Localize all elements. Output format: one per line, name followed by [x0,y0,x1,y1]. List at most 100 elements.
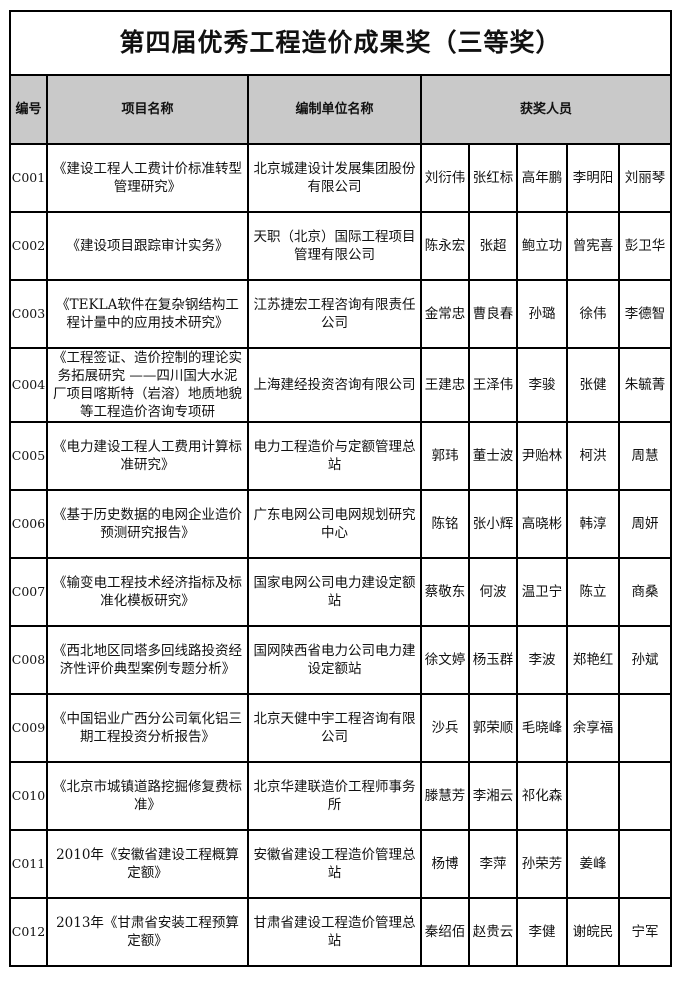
row-person: 温卫宁 [516,557,568,627]
table-row: C008 《西北地区同塔多回线路投资经济性评价典型案例专题分析》 国网陕西省电力公司… [9,625,673,695]
page-title: 第四届优秀工程造价成果奖（三等奖） [8,10,673,76]
row-person: 杨博 [420,829,470,899]
row-person [617,693,673,763]
row-project: 《西北地区同塔多回线路投资经济性评价典型案例专题分析》 [46,625,249,695]
table-row: C001 《建设工程人工费计价标准转型管理研究》 北京城建设计发展集团股份有限公司刘… [9,143,673,213]
row-person: 孙荣芳 [516,829,568,899]
header-code: 编号 [9,74,48,145]
row-project: 《基于历史数据的电网企业造价预测研究报告》 [46,489,249,559]
row-code: C007 [9,557,48,627]
row-person: 陈永宏 [420,211,470,281]
row-code: C004 [9,347,48,423]
row-person: 李萍 [468,829,518,899]
row-project: 《输变电工程技术经济指标及标准化模板研究》 [46,557,249,627]
row-code: C010 [9,761,48,831]
row-person: 徐文婷 [420,625,470,695]
row-person: 周妍 [617,489,673,559]
row-person: 姜峰 [566,829,620,899]
row-person: 李波 [516,625,568,695]
row-person: 李健 [516,897,568,967]
row-unit: 甘肃省建设工程造价管理总站 [247,897,422,967]
row-person: 秦绍佰 [420,897,470,967]
awards-table: 第四届优秀工程造价成果奖（三等奖） 编号 项目名称 编制单位名称 获奖人员 C0… [8,10,673,967]
row-person: 王泽伟 [468,347,518,423]
row-project: 《北京市城镇道路挖掘修复费标准》 [46,761,249,831]
row-person: 张红标 [468,143,518,213]
row-person: 余享福 [566,693,620,763]
row-code: C002 [9,211,48,281]
row-unit: 国家电网公司电力建设定额站 [247,557,422,627]
table-row: C007 《输变电工程技术经济指标及标准化模板研究》 国家电网公司电力建设定额站 蔡敬… [9,557,673,627]
row-person: 商桑 [617,557,673,627]
header-people: 获奖人员 [419,74,673,145]
row-person: 李骏 [516,347,568,423]
row-code: C012 [9,897,48,967]
row-person: 孙斌 [617,625,673,695]
row-unit: 天职（北京）国际工程项目管理有限公司 [247,211,422,281]
row-person [566,761,620,831]
table-row: C005 《电力建设工程人工费用计算标准研究》 电力工程造价与定额管理总站 郭玮 董士波… [9,421,673,491]
table-row: C004 《工程签证、造价控制的理论实务拓展研究 ——四川国大水泥厂项目喀斯特（岩… [9,347,673,423]
row-project: 《建设工程人工费计价标准转型管理研究》 [46,143,249,213]
row-person: 陈立 [566,557,620,627]
row-person: 张健 [566,347,620,423]
row-person: 李德智 [617,279,673,349]
table-row: C010 《北京市城镇道路挖掘修复费标准》 北京华建联造价工程师事务所 滕慧芳 李湘云祁… [9,761,673,831]
row-person: 杨玉群 [468,625,518,695]
row-unit: 国网陕西省电力公司电力建设定额站 [247,625,422,695]
row-unit: 北京华建联造价工程师事务所 [247,761,422,831]
row-person: 王建忠 [420,347,470,423]
row-person: 孙璐 [516,279,568,349]
row-code: C006 [9,489,48,559]
row-person: 周慧 [617,421,673,491]
header-project: 项目名称 [46,74,249,145]
row-unit: 上海建经投资咨询有限公司 [247,347,422,423]
row-project: 《电力建设工程人工费用计算标准研究》 [46,421,249,491]
row-person [617,761,673,831]
row-person: 滕慧芳 [420,761,470,831]
table-row: C009 《中国铝业广西分公司氧化铝三期工程投资分析报告》 北京天健中宇工程咨询有限… [9,693,673,763]
row-person: 刘丽琴 [617,143,673,213]
row-person: 赵贵云 [468,897,518,967]
row-person: 祁化森 [516,761,568,831]
row-person: 宁军 [617,897,673,967]
row-unit: 北京天健中宇工程咨询有限公司 [247,693,422,763]
row-person [617,829,673,899]
row-person: 韩淳 [566,489,620,559]
row-person: 郭荣顺 [468,693,518,763]
row-unit: 安徽省建设工程造价管理总站 [247,829,422,899]
row-person: 蔡敬东 [420,557,470,627]
row-unit: 江苏捷宏工程咨询有限责任公司 [247,279,422,349]
row-person: 尹贻林 [516,421,568,491]
row-person: 何波 [468,557,518,627]
row-person: 鲍立功 [516,211,568,281]
row-person: 郭玮 [420,421,470,491]
row-project: 2010年《安徽省建设工程概算定额》 [46,829,249,899]
row-person: 沙兵 [420,693,470,763]
row-person: 彭卫华 [617,211,673,281]
row-code: C001 [9,143,48,213]
row-person: 陈铭 [420,489,470,559]
row-code: C003 [9,279,48,349]
row-person: 李明阳 [566,143,620,213]
row-person: 郑艳红 [566,625,620,695]
row-person: 刘衍伟 [420,143,470,213]
row-person: 高晓彬 [516,489,568,559]
row-code: C009 [9,693,48,763]
row-person: 曹良春 [468,279,518,349]
row-person: 谢皖民 [566,897,620,967]
row-person: 毛晓峰 [516,693,568,763]
row-person: 柯洪 [566,421,620,491]
row-code: C005 [9,421,48,491]
row-code: C011 [9,829,48,899]
table-row: C006 《基于历史数据的电网企业造价预测研究报告》 广东电网公司电网规划研究中心陈… [9,489,673,559]
row-unit: 北京城建设计发展集团股份有限公司 [247,143,422,213]
row-person: 曾宪喜 [566,211,620,281]
row-person: 高年鹏 [516,143,568,213]
table-row: C012 2013年《甘肃省安装工程预算定额》 甘肃省建设工程造价管理总站 秦绍佰 赵贵… [9,897,673,967]
row-project: 《建设项目跟踪审计实务》 [46,211,249,281]
row-person: 张小辉 [468,489,518,559]
row-person: 董士波 [468,421,518,491]
row-person: 徐伟 [566,279,620,349]
row-unit: 电力工程造价与定额管理总站 [247,421,422,491]
